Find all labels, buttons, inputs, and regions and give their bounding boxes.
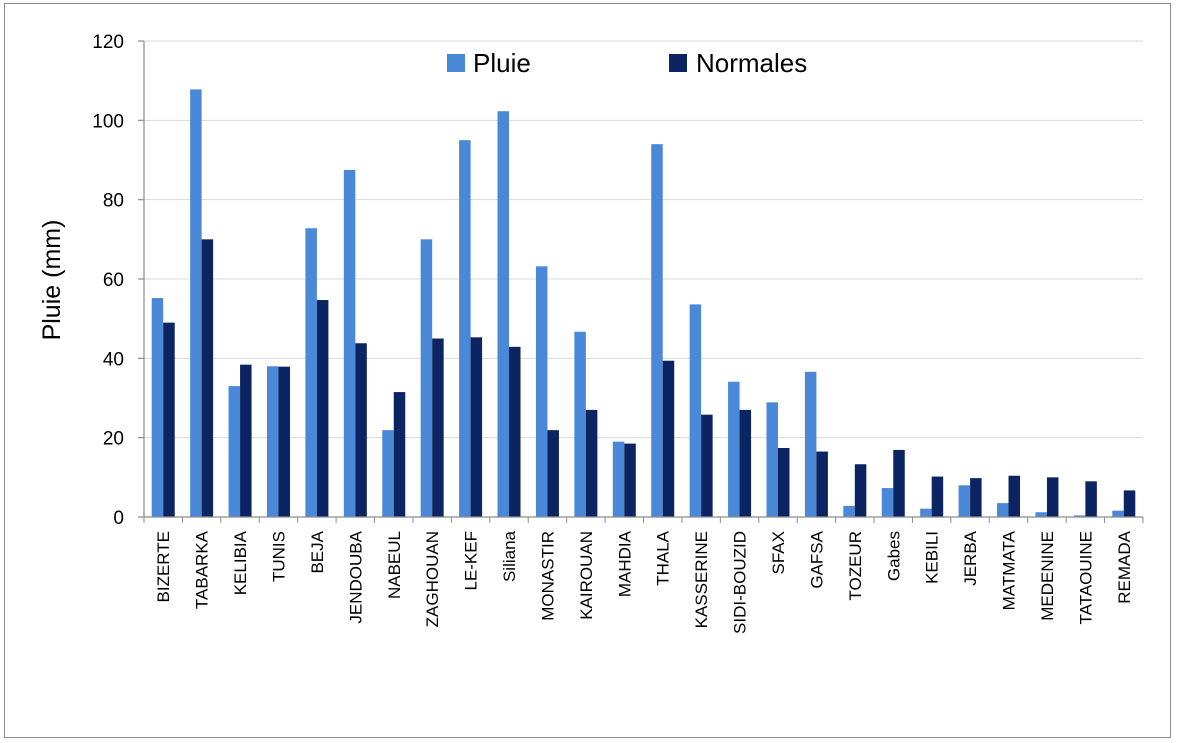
bar-pluie-kelibia [228, 386, 241, 517]
bar-normales-tabarka [201, 239, 214, 518]
y-tick-label: 40 [103, 349, 124, 370]
x-tick-label: MATMATA [1000, 530, 1019, 610]
bar-normales-remada [1123, 490, 1136, 517]
bar-pluie-medenine [1035, 512, 1047, 517]
x-tick-label: MONASTIR [538, 531, 557, 621]
bars [151, 89, 1136, 518]
bar-pluie-beja [305, 228, 317, 517]
y-tick-label: 0 [113, 508, 124, 529]
bar-normales-mahdia [624, 443, 636, 517]
bar-pluie-nabeul [382, 430, 394, 517]
bar-pluie-siliana [497, 111, 510, 518]
x-tick-label: MEDENINE [1038, 531, 1057, 621]
legend-swatch-pluie [447, 54, 465, 72]
bar-normales-nabeul [393, 392, 406, 517]
x-tick-label: BIZERTE [154, 531, 173, 602]
x-tick-label: GAFSA [807, 530, 826, 588]
bar-pluie-tabarka [190, 89, 202, 517]
bar-pluie-kasserine [689, 304, 702, 517]
bar-pluie-remada [1112, 510, 1124, 517]
x-tick-label: BEJA [308, 530, 327, 573]
x-tick-label: TOZEUR [846, 531, 865, 601]
bar-pluie-le-kef [459, 140, 471, 517]
bar-normales-le-kef [470, 337, 483, 517]
x-tick-label: JENDOUBA [346, 530, 365, 623]
bar-normales-sfax [777, 447, 790, 517]
x-tick-label: SFAX [769, 531, 788, 574]
x-tick-label: REMADA [1115, 530, 1134, 603]
gridlines [144, 40, 1143, 439]
bar-normales-matmata [1008, 475, 1021, 517]
y-tick-label: 60 [103, 270, 124, 291]
bar-pluie-gafsa [804, 371, 817, 517]
x-tick-label: THALA [654, 530, 673, 585]
legend-label-pluie: Pluie [473, 48, 531, 78]
bar-normales-zaghouan [432, 338, 444, 517]
bar-pluie-gabes [881, 488, 894, 517]
bar-pluie-bizerte [151, 298, 164, 517]
bar-normales-beja [316, 300, 329, 517]
axes: 0 20 40 60 80 100 120 BIZERTE TABARKA KELIBIA TUNI… [92, 32, 1144, 634]
bar-pluie-matmata [997, 503, 1009, 517]
x-tick-label: LE-KEF [462, 531, 481, 591]
bar-pluie-thala [651, 144, 663, 517]
y-tick-label: 80 [103, 191, 124, 212]
bar-normales-kasserine [701, 414, 713, 517]
x-tick-label: Gabes [884, 531, 903, 581]
bar-pluie-monastir [535, 266, 548, 517]
x-tick-label: KEBILI [923, 531, 942, 584]
x-tick-label: JERBA [961, 530, 980, 585]
bar-normales-monastir [547, 430, 559, 517]
bar-pluie-kairouan [574, 331, 586, 517]
bar-normales-sidi-bouzid [739, 409, 752, 517]
bar-normales-medenine [1046, 477, 1059, 517]
bar-normales-jerba [970, 478, 982, 517]
x-tick-label: ZAGHOUAN [423, 531, 442, 627]
legend-swatch-normales [669, 54, 687, 72]
bar-normales-siliana [509, 346, 521, 517]
bar-pluie-jerba [958, 485, 971, 517]
bar-pluie-mahdia [612, 441, 625, 517]
x-tick-label: KELIBIA [231, 530, 250, 595]
bar-pluie-tunis [266, 366, 279, 517]
legend: Pluie Normales [447, 48, 807, 78]
bar-normales-kebili [931, 476, 944, 517]
x-tick-label: KASSERINE [692, 531, 711, 628]
x-tick-label: TATAOUINE [1076, 531, 1095, 625]
x-tick-label: TUNIS [269, 531, 288, 582]
y-tick-label: 20 [103, 429, 124, 450]
y-tick-label: 120 [92, 32, 124, 53]
bar-normales-jendouba [355, 343, 367, 517]
bar-normales-kelibia [240, 364, 252, 517]
y-axis-label: Pluie (mm) [38, 220, 66, 341]
x-tick-label: SIDI-BOUZID [731, 531, 750, 634]
bar-normales-tataouine [1085, 481, 1097, 517]
x-tick-label: MAHDIA [615, 530, 634, 597]
bar-pluie-tozeur [843, 505, 855, 517]
legend-label-normales: Normales [696, 48, 807, 78]
bar-normales-thala [662, 360, 675, 517]
bar-pluie-zaghouan [420, 239, 433, 518]
bar-pluie-tataouine [1073, 515, 1086, 517]
bar-normales-bizerte [163, 322, 175, 517]
bar-normales-tunis [278, 366, 290, 517]
x-tick-label: KAIROUAN [577, 531, 596, 620]
x-tick-label: NABEUL [385, 531, 404, 599]
bar-normales-tozeur [854, 464, 867, 517]
x-tick-label: Siliana [500, 530, 519, 582]
bar-normales-gabes [893, 449, 905, 517]
y-tick-label: 100 [92, 111, 124, 132]
bar-normales-gafsa [816, 451, 828, 517]
x-tick-label: TABARKA [193, 530, 212, 609]
bar-pluie-sfax [766, 402, 778, 517]
bar-normales-kairouan [585, 409, 598, 517]
bar-pluie-jendouba [343, 169, 356, 517]
bar-pluie-sidi-bouzid [728, 381, 740, 517]
bar-pluie-kebili [920, 508, 932, 517]
